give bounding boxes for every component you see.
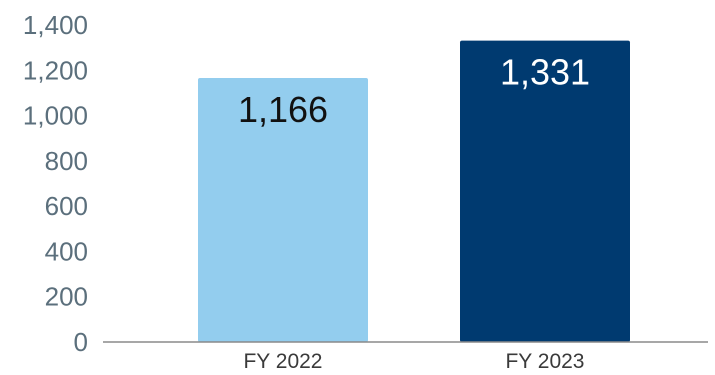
data-label: 1,331 [500,52,590,93]
y-tick-label: 1,000 [23,101,88,131]
y-tick-label: 200 [45,282,88,312]
y-tick-label: 1,400 [23,10,88,40]
bar-fy-2022 [198,77,368,342]
x-axis: FY 2022 FY 2023 [243,350,584,373]
bar-fy-2023 [460,40,630,343]
bar-series: 1,166 1,331 [198,40,630,343]
y-tick-label: 1,200 [23,55,88,85]
data-label: 1,166 [238,89,328,130]
y-tick-label: 800 [45,146,88,176]
y-tick-label: 0 [74,327,88,357]
x-tick-label: FY 2023 [505,350,584,373]
x-tick-label: FY 2022 [243,350,322,373]
y-axis: 0 200 400 600 800 1,000 1,200 1,400 [23,10,88,357]
y-tick-label: 400 [45,236,88,266]
y-tick-label: 600 [45,191,88,221]
